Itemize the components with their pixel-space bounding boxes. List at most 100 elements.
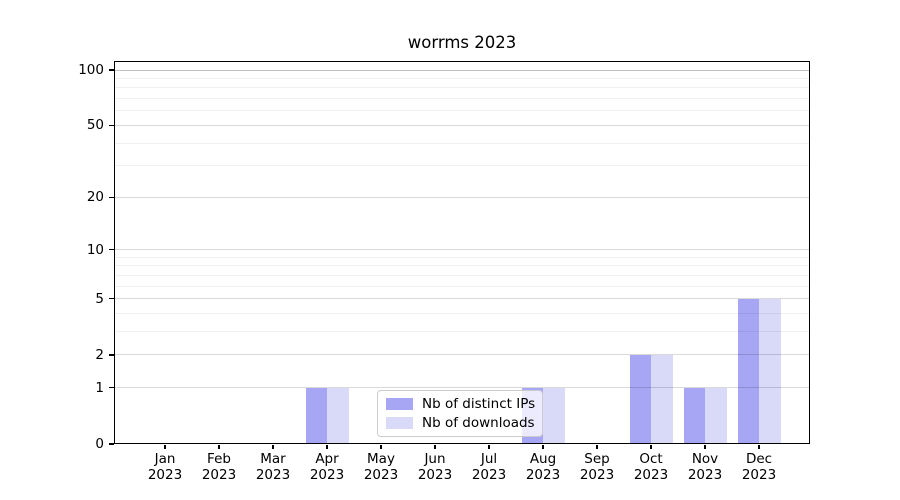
- x-tick-label-aug: Aug 2023: [515, 451, 571, 483]
- x-tick-oct: [650, 445, 652, 449]
- y-tick-50: [109, 124, 114, 127]
- y-tick-2: [109, 354, 114, 356]
- x-label-month: Sep: [584, 451, 610, 467]
- x-tick-dec: [758, 445, 760, 449]
- x-label-year: 2023: [579, 467, 615, 483]
- gridline-y-50: [114, 124, 810, 126]
- gridline-y-100: [114, 69, 810, 71]
- minor-gridline-y-30: [114, 165, 810, 167]
- x-tick-label-mar: Mar 2023: [245, 451, 301, 483]
- y-tick-20: [109, 196, 114, 198]
- minor-gridline-y-60: [114, 110, 810, 112]
- x-tick-label-sep: Sep 2023: [569, 451, 625, 483]
- x-label-year: 2023: [417, 467, 453, 483]
- x-label-month: Jan: [154, 451, 176, 467]
- minor-gridline-y-90: [114, 78, 810, 80]
- y-tick-100: [109, 69, 114, 71]
- x-tick-jul: [488, 445, 490, 449]
- x-label-year: 2023: [201, 467, 237, 483]
- y-tick-label-2: 2: [95, 346, 104, 363]
- y-tick-label-100: 100: [78, 62, 104, 79]
- x-label-month: Feb: [207, 451, 231, 467]
- x-tick-aug: [542, 445, 544, 449]
- x-label-month: Oct: [639, 451, 663, 467]
- x-tick-label-jul: Jul 2023: [461, 451, 517, 483]
- legend-label-distinct-ips: Nb of distinct IPs: [422, 396, 536, 412]
- minor-gridline-y-80: [114, 87, 810, 89]
- bar-nb-of-distinct-ips-dec: [737, 298, 759, 444]
- gridline-y-1: [114, 387, 810, 389]
- gridline-y-10: [114, 249, 810, 251]
- y-tick-10: [109, 249, 114, 251]
- bar-nb-of-downloads-aug: [543, 387, 565, 444]
- x-tick-label-jun: Jun 2023: [407, 451, 463, 483]
- x-tick-label-nov: Nov 2023: [677, 451, 733, 483]
- gridline-y-20: [114, 196, 810, 198]
- x-label-month: Mar: [260, 451, 286, 467]
- legend: Nb of distinct IPs Nb of downloads: [377, 390, 543, 437]
- minor-gridline-y-3: [114, 331, 810, 333]
- legend-label-downloads: Nb of downloads: [422, 415, 535, 431]
- minor-gridline-y-6: [114, 285, 810, 287]
- gridline-y-2: [114, 354, 810, 356]
- legend-swatch-distinct-ips: [386, 398, 413, 410]
- bar-nb-of-downloads-nov: [705, 387, 727, 444]
- x-label-year: 2023: [147, 467, 183, 483]
- x-label-year: 2023: [471, 467, 507, 483]
- x-tick-label-oct: Oct 2023: [623, 451, 679, 483]
- bar-nb-of-downloads-oct: [651, 354, 673, 444]
- bar-nb-of-downloads-dec: [759, 298, 781, 444]
- x-tick-label-jan: Jan 2023: [137, 451, 193, 483]
- y-tick-label-10: 10: [86, 241, 104, 258]
- minor-gridline-y-70: [114, 98, 810, 100]
- y-tick-5: [109, 298, 114, 300]
- minor-gridline-y-40: [114, 142, 810, 144]
- bar-nb-of-distinct-ips-apr: [305, 387, 327, 444]
- y-tick-label-0: 0: [95, 436, 104, 452]
- x-tick-apr: [326, 445, 328, 449]
- gridline-y-5: [114, 298, 810, 300]
- bar-nb-of-downloads-apr: [327, 387, 349, 444]
- x-tick-nov: [704, 445, 706, 449]
- minor-gridline-y-8: [114, 265, 810, 267]
- x-label-month: Jun: [424, 451, 446, 467]
- x-tick-feb: [218, 445, 220, 449]
- x-tick-label-feb: Feb 2023: [191, 451, 247, 483]
- legend-item-downloads: Nb of downloads: [386, 415, 535, 431]
- x-label-year: 2023: [633, 467, 669, 483]
- x-tick-mar: [272, 445, 274, 449]
- x-label-year: 2023: [363, 467, 399, 483]
- y-tick-label-20: 20: [86, 189, 104, 206]
- x-label-year: 2023: [687, 467, 723, 483]
- minor-gridline-y-4: [114, 313, 810, 315]
- x-label-year: 2023: [525, 467, 561, 483]
- x-label-month: Nov: [691, 451, 719, 467]
- minor-gridline-y-9: [114, 256, 810, 258]
- x-label-year: 2023: [309, 467, 345, 483]
- legend-item-distinct-ips: Nb of distinct IPs: [386, 396, 536, 412]
- x-tick-label-dec: Dec 2023: [731, 451, 787, 483]
- legend-swatch-downloads: [386, 417, 413, 429]
- bar-nb-of-distinct-ips-nov: [683, 387, 705, 444]
- y-tick-1: [109, 387, 114, 389]
- x-tick-jun: [434, 445, 436, 449]
- bar-nb-of-distinct-ips-oct: [629, 354, 651, 444]
- x-label-year: 2023: [255, 467, 291, 483]
- x-label-month: Dec: [745, 451, 773, 467]
- x-tick-label-may: May 2023: [353, 451, 409, 483]
- x-tick-sep: [596, 445, 598, 449]
- x-label-month: Aug: [529, 451, 557, 467]
- x-tick-label-apr: Apr 2023: [299, 451, 355, 483]
- x-label-month: Jul: [480, 451, 498, 467]
- y-tick-label-50: 50: [86, 117, 104, 134]
- x-label-month: Apr: [315, 451, 339, 467]
- y-tick-0: [109, 443, 114, 445]
- minor-gridline-y-7: [114, 275, 810, 277]
- x-label-month: May: [367, 451, 395, 467]
- chart-title: worrms 2023: [407, 33, 517, 52]
- x-tick-may: [380, 445, 382, 449]
- x-label-year: 2023: [741, 467, 777, 483]
- y-tick-label-5: 5: [95, 290, 104, 307]
- x-tick-jan: [164, 445, 166, 449]
